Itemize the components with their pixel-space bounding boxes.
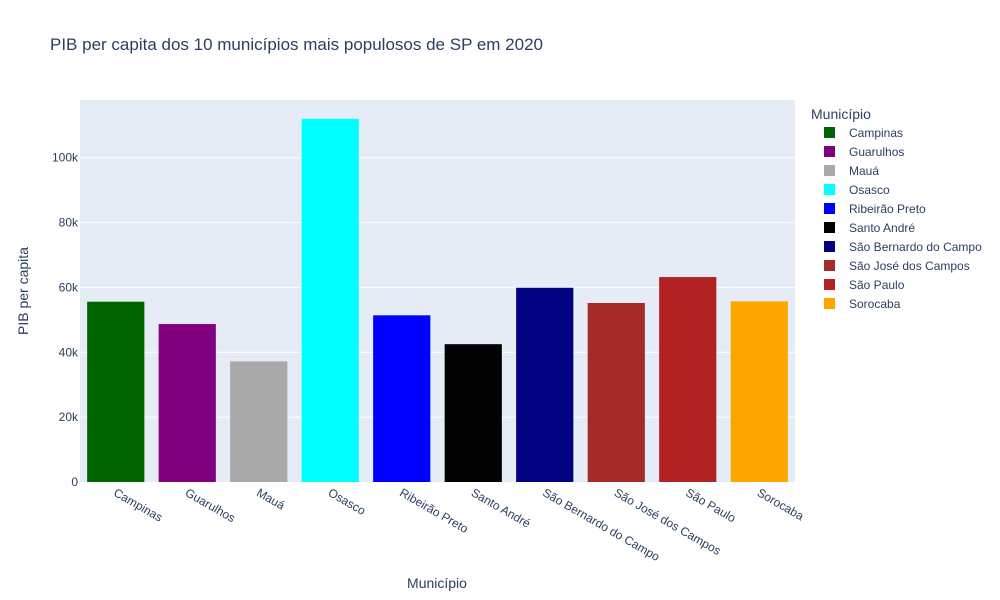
x-tick-label: Osasco <box>326 485 369 518</box>
legend-swatch <box>824 127 835 138</box>
legend-item[interactable]: São José dos Campos <box>824 259 970 273</box>
bar-2 <box>158 324 216 482</box>
legend-swatch <box>824 203 835 214</box>
legend-label: Guarulhos <box>849 145 904 159</box>
bars <box>87 118 788 482</box>
legend-swatch <box>824 146 835 157</box>
y-axis-ticks: 0 20k 40k 60k 80k 100k <box>52 151 79 489</box>
legend-label: Sorocaba <box>849 297 901 311</box>
legend-item[interactable]: Campinas <box>824 126 903 140</box>
legend-label: São José dos Campos <box>849 259 970 273</box>
bar-7 <box>516 287 574 482</box>
legend-title: Município <box>811 106 871 122</box>
legend-label: Santo André <box>849 221 915 235</box>
bar-1 <box>87 301 145 482</box>
bar-10 <box>730 301 788 482</box>
legend-item[interactable]: São Bernardo do Campo <box>824 240 982 254</box>
legend-item[interactable]: Mauá <box>824 164 879 178</box>
legend-label: Osasco <box>849 183 890 197</box>
legend-swatch <box>824 241 835 252</box>
x-tick-label: Campinas <box>111 485 165 524</box>
legend-label: São Bernardo do Campo <box>849 240 982 254</box>
legend-item[interactable]: Osasco <box>824 183 890 197</box>
legend-label: Mauá <box>849 164 879 178</box>
legend-label: Campinas <box>849 126 903 140</box>
y-axis-title: PIB per capita <box>15 247 31 335</box>
legend-item[interactable]: Guarulhos <box>824 145 904 159</box>
legend-items: Campinas Guarulhos Mauá Osasco Ribeirão Pret… <box>824 126 982 311</box>
y-tick-label: 40k <box>59 345 79 359</box>
legend-swatch <box>824 222 835 233</box>
x-axis-title: Município <box>407 575 467 591</box>
y-tick-label: 60k <box>59 280 79 294</box>
legend-item[interactable]: Ribeirão Preto <box>824 202 926 216</box>
bar-8 <box>587 302 645 482</box>
x-tick-label: Mauá <box>254 485 287 512</box>
x-tick-label: Santo André <box>469 485 533 530</box>
x-tick-label: Sorocaba <box>755 485 807 523</box>
bar-6 <box>444 344 502 482</box>
bar-4 <box>301 118 359 482</box>
legend-label: São Paulo <box>849 278 905 292</box>
legend-swatch <box>824 260 835 271</box>
y-tick-label: 20k <box>59 410 79 424</box>
y-tick-label: 80k <box>59 216 79 230</box>
bar-3 <box>230 361 288 482</box>
bar-5 <box>373 315 431 482</box>
y-tick-label: 0 <box>71 475 78 489</box>
y-tick-label: 100k <box>52 151 79 165</box>
chart-title: PIB per capita dos 10 municípios mais po… <box>50 35 543 54</box>
legend-swatch <box>824 165 835 176</box>
x-tick-label: São Paulo <box>683 485 738 525</box>
x-tick-label: São Bernardo do Campo <box>540 485 662 564</box>
legend-item[interactable]: Sorocaba <box>824 297 901 311</box>
x-tick-label: Ribeirão Preto <box>397 485 471 536</box>
x-axis-ticks: Campinas Guarulhos Mauá Osasco Ribeirão Pret… <box>111 485 806 564</box>
legend-label: Ribeirão Preto <box>849 202 926 216</box>
bar-9 <box>659 277 717 482</box>
legend-swatch <box>824 184 835 195</box>
legend-item[interactable]: Santo André <box>824 221 915 235</box>
legend-swatch <box>824 298 835 309</box>
legend: Município Campinas Guarulhos Mauá Osasco Rib… <box>811 106 982 311</box>
legend-item[interactable]: São Paulo <box>824 278 905 292</box>
x-tick-label: Guarulhos <box>183 485 238 525</box>
legend-swatch <box>824 279 835 290</box>
